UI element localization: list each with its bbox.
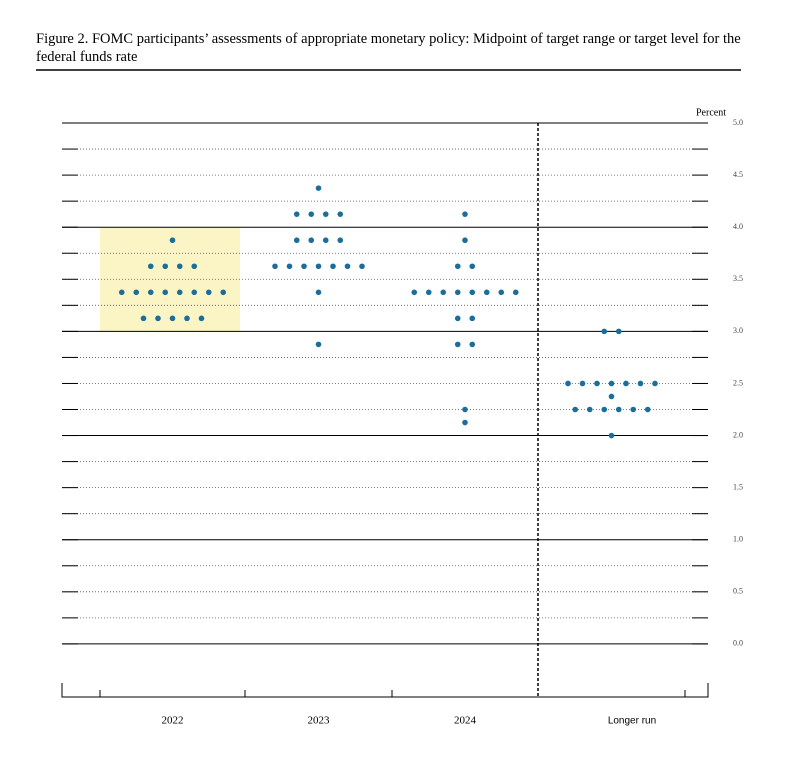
dot [322, 211, 329, 217]
dot [454, 263, 461, 270]
dot [462, 211, 468, 217]
dot [293, 211, 300, 217]
dot [565, 380, 571, 387]
dot [462, 237, 468, 244]
dot [293, 237, 300, 244]
dot [608, 380, 615, 387]
grid [62, 122, 708, 645]
dot [322, 237, 329, 244]
y-tick-label: 3.5 [733, 274, 743, 283]
dot [425, 289, 432, 296]
dot [623, 380, 629, 387]
dot [330, 263, 336, 270]
dot [512, 289, 519, 296]
dot [286, 263, 293, 270]
y-tick-label: 4.0 [733, 222, 743, 231]
y-tick-label: 2.0 [733, 430, 743, 439]
dot [315, 341, 322, 348]
dot [308, 237, 315, 244]
y-tick-label: 3.0 [733, 326, 743, 335]
y-tick-label: 1.0 [733, 535, 743, 544]
dot [198, 315, 205, 322]
dot [411, 289, 418, 296]
y-tick-label: 5.0 [733, 118, 743, 127]
dot [572, 406, 579, 413]
title-box: Figure 2. FOMC participants’ assessments… [36, 31, 741, 65]
dot [630, 406, 637, 413]
dot [498, 289, 505, 296]
dot [608, 432, 615, 439]
y-tick-label: 4.5 [733, 170, 743, 179]
dot [469, 315, 476, 322]
dot [140, 315, 147, 322]
dot [191, 263, 198, 270]
dot [315, 185, 322, 191]
dot [315, 263, 322, 270]
dot [344, 263, 351, 270]
dot [162, 289, 169, 296]
dot [637, 380, 644, 387]
dot [586, 406, 593, 413]
dot [147, 263, 154, 270]
dot [615, 406, 622, 413]
y-tick-label: 0.5 [733, 587, 743, 596]
dot [644, 406, 651, 413]
dot [359, 263, 365, 270]
dot [169, 237, 176, 244]
dot [337, 237, 344, 244]
dot [169, 315, 176, 322]
marks [118, 185, 658, 439]
dot [469, 263, 476, 270]
dot [440, 289, 447, 296]
dot [337, 211, 344, 217]
dot [579, 380, 586, 387]
dot [184, 315, 190, 322]
x-tick-label: 2023 [308, 715, 331, 727]
dot [133, 289, 140, 296]
dot [315, 289, 322, 296]
chart-title: Figure 2. FOMC participants’ assessments… [36, 31, 741, 65]
dot [608, 393, 615, 400]
dot [483, 289, 490, 296]
dot [176, 289, 183, 296]
dot [308, 211, 315, 217]
dot [594, 380, 600, 387]
dot [147, 289, 154, 296]
dot [191, 289, 198, 296]
dot [601, 328, 608, 335]
x-tick-label: Longer run [608, 716, 656, 727]
x-tick-label: 2022 [162, 715, 184, 727]
dot [272, 263, 278, 270]
dot [162, 263, 169, 270]
dot [301, 263, 307, 270]
dot [454, 315, 461, 322]
dot [652, 380, 658, 387]
dot [220, 289, 227, 296]
dot [469, 341, 476, 348]
dot [462, 419, 468, 426]
dot [118, 289, 125, 296]
dot [454, 341, 461, 348]
dot [469, 289, 476, 296]
y-tick-label: 1.5 [733, 482, 743, 491]
x-tick-label: 2024 [454, 715, 477, 727]
dot [155, 315, 161, 322]
dot [176, 263, 183, 270]
dot [601, 406, 608, 413]
dot [615, 328, 622, 335]
y-tick-label: 2.5 [733, 378, 743, 387]
dot [462, 406, 468, 413]
y-label: Percent [696, 107, 726, 118]
y-tick-label: 0.0 [733, 639, 743, 648]
dot [205, 289, 212, 296]
x-axis [61, 683, 709, 698]
dot [454, 289, 461, 296]
